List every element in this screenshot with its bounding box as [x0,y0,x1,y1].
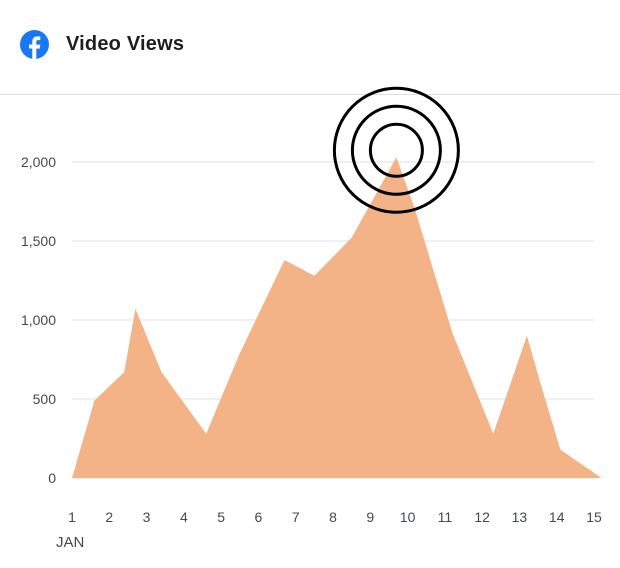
x-tick-label: 7 [292,509,300,525]
views-area-series [72,157,602,479]
peak-target-marker [332,86,460,214]
x-tick-label: 11 [438,509,453,525]
chart-header: Video Views [0,0,620,94]
x-tick-label: 2 [105,509,113,525]
x-tick-label: 15 [586,509,602,525]
y-tick-label: 1,500 [21,233,56,249]
x-tick-label: 10 [400,509,416,525]
y-tick-label: 2,000 [21,154,56,170]
x-tick-label: 8 [329,509,337,525]
x-tick-label: 1 [68,509,76,525]
y-axis-ticks: 0 500 1,000 1,500 2,000 [21,154,56,486]
target-ring [332,86,460,214]
x-axis-ticks: 1 2 3 4 5 6 7 8 9 10 11 12 13 14 15 [68,509,602,525]
x-tick-label: 4 [180,509,188,525]
target-ring [368,122,424,178]
chart-title: Video Views [66,33,185,55]
x-tick-label: 12 [474,509,490,525]
x-axis-month-label: JAN [56,534,84,551]
y-tick-label: 0 [48,470,56,486]
x-tick-label: 13 [512,509,528,525]
y-tick-label: 1,000 [21,312,56,328]
x-tick-label: 3 [143,509,151,525]
target-ring [350,104,442,196]
x-tick-label: 9 [366,509,374,525]
facebook-logo-icon [20,30,49,59]
x-tick-label: 5 [217,509,225,525]
x-tick-label: 14 [549,509,565,525]
x-tick-label: 6 [255,509,263,525]
y-tick-label: 500 [33,391,57,407]
header-divider [0,94,620,95]
